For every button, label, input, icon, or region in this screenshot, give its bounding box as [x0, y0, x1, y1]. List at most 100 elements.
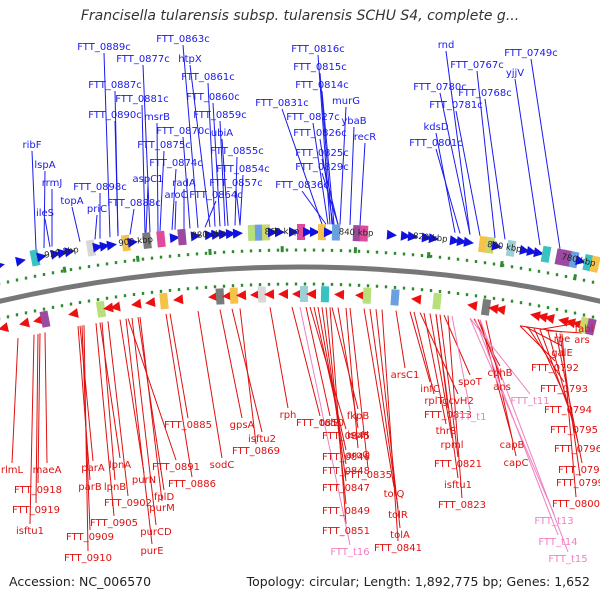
gene-label: infC	[420, 384, 440, 395]
gene-label: FTT_0813	[424, 410, 472, 421]
feature-block	[39, 310, 51, 328]
gene-label: FTT_0877c	[116, 54, 170, 65]
gene-label: FTT_0910	[64, 553, 112, 564]
reverse-gene-arrow	[236, 290, 247, 301]
gene-label: FTT_0849	[322, 506, 370, 517]
gene-label: FTT_0815c	[293, 62, 347, 73]
label-leader-line	[129, 208, 135, 235]
feature-block	[505, 239, 517, 257]
label-leader-line	[219, 309, 243, 419]
tick-dot-inner	[267, 282, 271, 286]
tick-dot-inner	[105, 296, 109, 300]
gene-label: aroQ	[346, 450, 370, 461]
tick-dot-outer	[519, 266, 523, 270]
label-leader-line	[221, 138, 229, 226]
feature-block	[540, 245, 552, 263]
label-leader-line	[37, 333, 41, 484]
label-leader-line	[101, 322, 116, 481]
feature-block	[585, 318, 597, 336]
kbp-tick-mark	[499, 260, 504, 268]
kbp-tick-mark	[426, 252, 431, 259]
tick-dot-inner	[492, 296, 496, 300]
tick-dot-inner	[285, 282, 289, 286]
gene-label: purN	[132, 475, 156, 486]
tick-dot-outer	[105, 262, 109, 266]
label-leader-line	[363, 308, 395, 488]
label-leader-line	[165, 313, 193, 478]
tick-dot-inner	[393, 285, 397, 289]
kbp-tick-label: 900 kbp	[118, 235, 154, 249]
forward-gene-arrow	[218, 229, 229, 240]
tick-dot-outer	[564, 274, 568, 278]
gene-label: FTT_0795	[550, 425, 598, 436]
map-title: Francisella tularensis subsp. tularensis…	[80, 8, 520, 24]
gene-label: FTT_0827c	[286, 112, 340, 123]
gene-label: FTT_0875c	[137, 140, 191, 151]
reverse-gene-arrow	[264, 289, 275, 300]
kbp-tick-label: 840 kbp	[339, 227, 374, 238]
gene-label: FTT_0816c	[291, 44, 345, 55]
genome-summary-text: Topology: circular; Length: 1,892,775 bp…	[246, 574, 590, 589]
forward-gene-arrow	[449, 235, 460, 246]
gene-labels-layer: ribFlspArrmJileStopAFTT_0898cpriCFTT_088…	[1, 34, 600, 565]
gene-label: ribF	[23, 140, 42, 151]
gene-label: FTT_0869	[232, 446, 280, 457]
label-leader-line	[131, 317, 157, 526]
gene-label: htpX	[178, 54, 202, 65]
tick-dot-outer	[366, 250, 370, 254]
forward-gene-arrow	[407, 231, 418, 242]
gene-label: rnd	[438, 40, 455, 51]
tick-dot-outer	[222, 250, 226, 254]
gene-label: FTT_0836c	[275, 180, 329, 191]
tick-dot-inner	[528, 302, 532, 306]
tick-dot-outer	[357, 249, 361, 253]
gene-label: purCD	[140, 527, 172, 538]
reverse-gene-arrow	[292, 288, 303, 299]
forward-gene-arrow	[456, 236, 467, 246]
reverse-gene-arrow	[565, 318, 576, 329]
label-leader-line	[349, 126, 355, 225]
reverse-gene-arrow	[19, 317, 30, 328]
tick-dot-outer	[474, 260, 478, 264]
gene-label: FTT_0749c	[504, 48, 558, 59]
gene-label: FTT_0835	[344, 470, 392, 481]
label-leader-line	[301, 190, 327, 225]
gene-label: purM	[149, 503, 174, 514]
label-leader-line	[445, 50, 471, 235]
tick-dot-inner	[339, 283, 343, 287]
label-leader-line	[142, 64, 151, 233]
label-leader-line	[107, 321, 129, 497]
tick-dot-outer	[294, 248, 298, 252]
tick-dot-inner	[375, 284, 379, 288]
label-leader-line	[484, 98, 506, 240]
forward-gene-arrow	[0, 261, 5, 272]
gene-label: FTT_0793	[540, 384, 588, 395]
genome-backbone	[0, 264, 600, 304]
gene-label: FTT_0847	[322, 483, 370, 494]
tick-dot-inner	[564, 309, 568, 313]
label-leader-line	[530, 58, 561, 249]
gene-label: ars	[574, 335, 589, 346]
gene-label: rpml	[441, 440, 464, 451]
reverse-gene-arrow	[488, 304, 499, 315]
forward-gene-arrow	[64, 247, 75, 258]
label-leader-line	[299, 306, 351, 546]
tick-dot-outer	[240, 249, 244, 253]
reverse-gene-arrow	[530, 311, 541, 322]
gene-label: FTT_0860c	[186, 92, 240, 103]
label-leader-line	[156, 122, 159, 232]
label-leader-line	[476, 70, 496, 238]
gene-label: FTT_0874c	[149, 158, 203, 169]
tick-dot-outer	[150, 256, 154, 260]
label-leader-line	[125, 318, 153, 545]
label-leader-line	[114, 120, 119, 237]
tick-dot-outer	[591, 280, 595, 284]
reverse-gene-arrow	[131, 298, 142, 309]
gene-label: cphB	[487, 368, 512, 379]
tick-dot-inner	[114, 295, 118, 299]
tick-dot-outer	[132, 258, 136, 262]
gene-label: rplT	[424, 396, 444, 407]
feature-block	[142, 232, 152, 249]
gene-label: ubiA	[211, 128, 233, 139]
tick-dot-inner	[357, 283, 361, 287]
